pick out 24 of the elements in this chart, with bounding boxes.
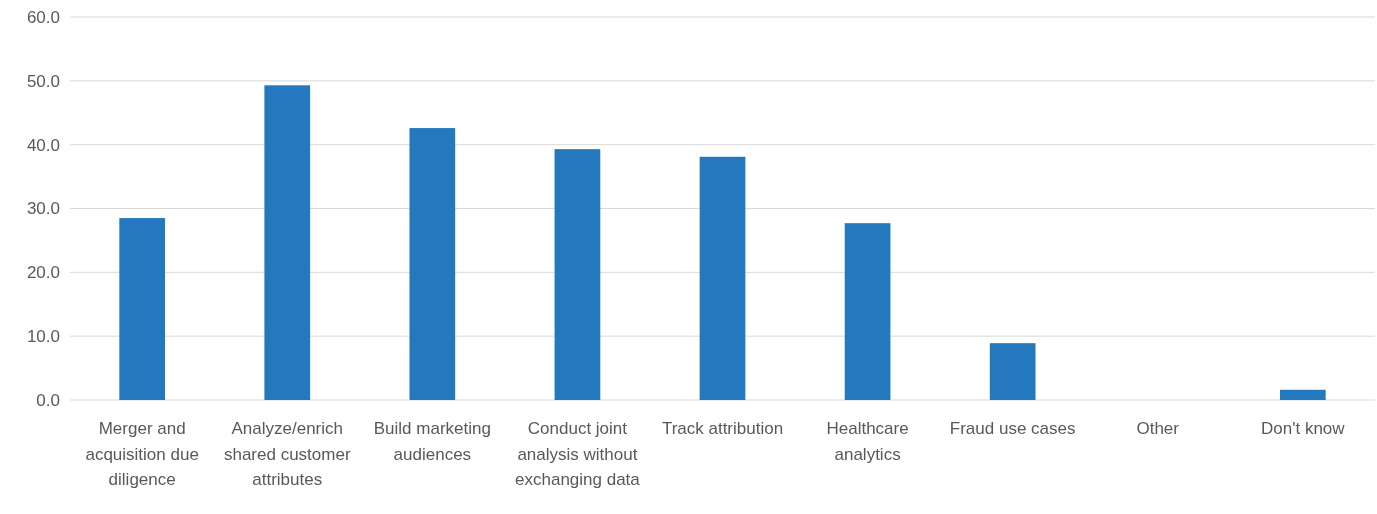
x-tick-label: Merger and acquisition due diligence [85,419,199,489]
x-tick-label: Don't know [1261,419,1346,438]
y-tick-label: 60.0 [26,7,60,27]
y-tick-label: 20.0 [26,263,60,283]
y-tick-label: 50.0 [26,71,60,91]
bar [989,343,1036,400]
bar [844,223,891,400]
x-tick-label: Fraud use cases [949,419,1076,438]
y-tick-label: 30.0 [26,199,60,219]
x-tick-label: Conduct joint analysis without exchanging data [515,419,641,489]
bar [554,149,601,400]
bar [1279,389,1326,400]
y-tick-label: 10.0 [26,327,60,347]
x-tick-label: Track attribution [661,419,784,438]
x-tick-label: Other [1136,419,1180,438]
bar [409,128,456,400]
bar [119,218,166,400]
bar [264,85,311,400]
x-tick-label: Build marketing audiences [373,419,491,464]
x-tick-label: Healthcare analytics [826,419,909,464]
x-tick-label: Analyze/enrich shared customer attributes [223,419,351,489]
y-tick-label: 40.0 [26,135,60,155]
bar [699,156,746,400]
y-tick-label: 0.0 [36,390,60,410]
